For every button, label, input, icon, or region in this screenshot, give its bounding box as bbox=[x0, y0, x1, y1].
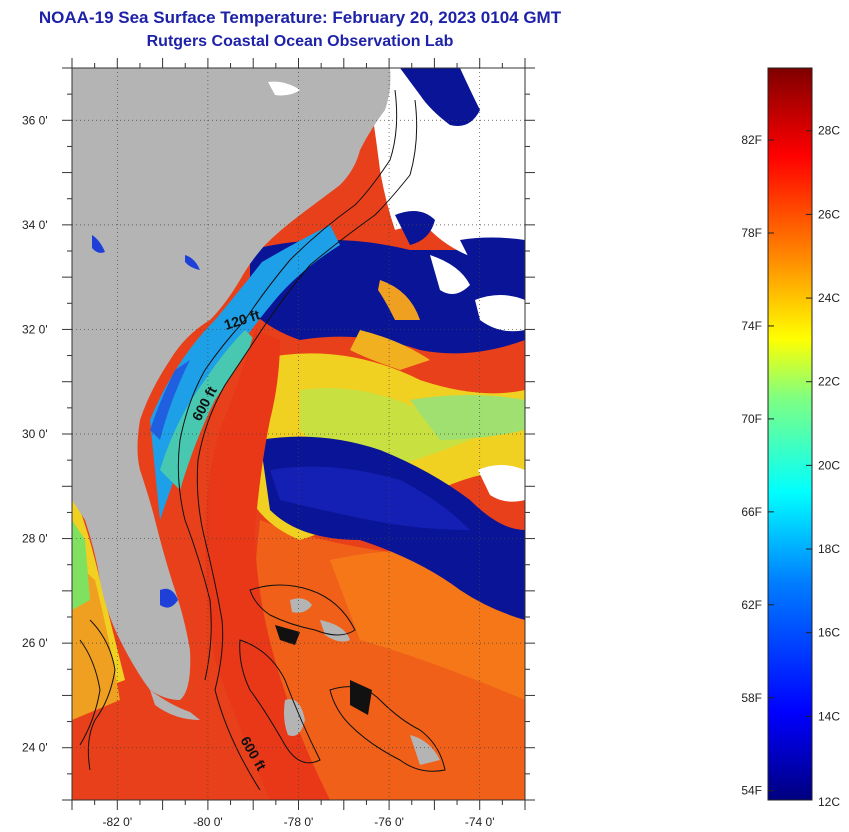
map-subtitle: Rutgers Coastal Ocean Observation Lab bbox=[146, 33, 454, 50]
land-southeast-us bbox=[72, 68, 391, 700]
lat-label: 28 0' bbox=[22, 532, 48, 546]
colorbar-f-label: 66F bbox=[741, 505, 762, 519]
colorbar-f-label: 74F bbox=[741, 319, 762, 333]
colorbar-c-label: 22C bbox=[818, 375, 840, 389]
colorbar-celsius-labels: 28C 26C 24C 22C 20C 18C 16C 14C 12C bbox=[818, 124, 840, 809]
gulf-stream-core bbox=[205, 330, 330, 800]
lat-label: 36 0' bbox=[22, 113, 48, 127]
colorbar-f-label: 62F bbox=[741, 598, 762, 612]
colorbar-c-label: 12C bbox=[818, 795, 840, 809]
colorbar-f-label: 82F bbox=[741, 133, 762, 147]
colorbar-f-label: 78F bbox=[741, 226, 762, 240]
lake-okeechobee bbox=[160, 588, 178, 608]
lon-label: -78 0' bbox=[284, 815, 314, 829]
lon-label: -80 0' bbox=[193, 815, 223, 829]
shelf-water bbox=[150, 225, 340, 520]
map-title: NOAA-19 Sea Surface Temperature: Februar… bbox=[38, 8, 562, 27]
latitude-labels: 36 0' 34 0' 32 0' 30 0' 28 0' 26 0' 24 0' bbox=[22, 113, 48, 754]
colorbar-c-label: 26C bbox=[818, 207, 840, 221]
map-ticks bbox=[62, 58, 535, 810]
longitude-labels: -82 0' -80 0' -78 0' -76 0' -74 0' bbox=[102, 815, 494, 829]
colorbar-f-label: 70F bbox=[741, 412, 762, 426]
lat-label: 34 0' bbox=[22, 218, 48, 232]
lat-label: 24 0' bbox=[22, 741, 48, 755]
contour-600ft bbox=[196, 99, 418, 791]
colorbar-gradient bbox=[767, 67, 813, 801]
colorbar-c-label: 14C bbox=[818, 709, 840, 723]
colorbar-f-label: 58F bbox=[741, 691, 762, 705]
lon-label: -74 0' bbox=[465, 815, 495, 829]
colorbar-c-label: 20C bbox=[818, 458, 840, 472]
colorbar-c-label: 28C bbox=[818, 124, 840, 138]
cloud-cover-northeast bbox=[360, 68, 525, 260]
lat-label: 32 0' bbox=[22, 322, 48, 336]
temperature-colorbar: 82F 78F 74F 70F 66F 62F 58F 54F 28C 26C 24C 22C 20C… bbox=[741, 67, 840, 809]
colorbar-ticks bbox=[768, 130, 812, 792]
colorbar-c-label: 18C bbox=[818, 542, 840, 556]
sst-map: 120 ft 600 ft 600 ft bbox=[72, 68, 525, 800]
colorbar-fahrenheit-labels: 82F 78F 74F 70F 66F 62F 58F 54F bbox=[741, 133, 762, 798]
colorbar-f-label: 54F bbox=[741, 784, 762, 798]
lat-label: 30 0' bbox=[22, 427, 48, 441]
colorbar-c-label: 16C bbox=[818, 626, 840, 640]
lon-label: -82 0' bbox=[102, 815, 132, 829]
lat-label: 26 0' bbox=[22, 636, 48, 650]
lon-label: -76 0' bbox=[374, 815, 404, 829]
colorbar-c-label: 24C bbox=[818, 291, 840, 305]
contour-120ft bbox=[177, 89, 398, 681]
bahamas-islands bbox=[290, 598, 312, 613]
